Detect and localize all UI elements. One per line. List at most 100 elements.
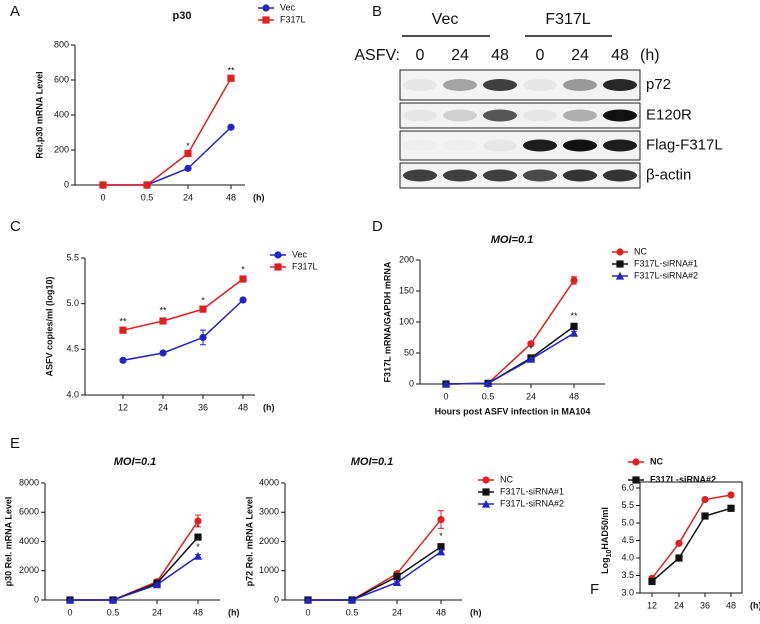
legend-label: Vec [292,249,308,259]
significance: * [241,265,245,275]
x-tick-label: 24 [674,600,684,610]
marker [441,379,451,388]
marker [227,123,235,131]
marker [65,595,75,604]
band [563,109,597,122]
y-tick-label: 4.5 [621,535,634,545]
band [563,79,597,91]
marker [199,305,207,313]
marker [437,543,445,551]
band [443,140,477,152]
marker [274,251,282,259]
series-line [70,555,199,601]
marker [570,276,578,285]
x-tick-label: 48 [569,391,579,401]
marker [569,329,579,337]
band [403,109,437,122]
band [403,140,437,152]
chart-title: p30 [173,10,192,22]
marker [303,595,313,604]
marker [632,476,640,484]
y-tick-label: 150 [399,285,414,295]
band [443,109,477,122]
x-unit: (h) [228,607,240,617]
series-line [308,551,442,601]
marker [119,326,127,334]
panel-letter: B [372,3,382,20]
marker [632,458,640,466]
band [443,169,477,182]
blot-row [399,162,641,189]
marker [143,181,151,189]
significance: * [439,531,443,541]
lane-label: 0 [416,47,425,64]
legend-label: NC [500,474,513,484]
y-tick-label: 2000 [259,536,279,546]
x-tick-label: 0.5 [346,607,359,617]
y-tick-label: 4.5 [66,344,79,354]
y-axis-label: p72 Rel. mRNA Level [244,497,254,587]
significance: ** [227,66,235,76]
lane-label: 48 [611,47,629,64]
marker [239,296,247,304]
y-tick-label: 600 [54,74,69,84]
panel-letter: C [10,218,21,235]
x-tick-label: 0 [443,391,448,401]
series-line [651,507,732,583]
x-axis-label: Hours post ASFV infection in MA104 [435,406,591,416]
band [523,109,557,122]
band [483,109,517,122]
significance: * [186,141,190,151]
marker [119,356,127,364]
x-tick-label: 48 [726,600,736,610]
y-tick-label: 2000 [19,565,39,575]
band-label: Flag-F317L [646,136,723,153]
x-tick-label: 48 [226,192,236,202]
series-line [103,77,232,186]
x-unit: (h) [470,607,482,617]
marker [194,533,202,541]
marker [616,248,624,256]
legend-label: F317L [280,14,306,24]
band [563,139,597,152]
y-tick-label: 3000 [259,507,279,517]
marker [227,74,235,82]
y-tick-label: 200 [399,254,414,264]
legend-label: F317L-siRNA#1 [634,258,698,268]
marker [159,317,167,325]
marker [347,595,357,604]
panel-letter: E [10,435,20,452]
x-tick-label: 48 [238,402,248,412]
legend-label: F317L-siRNA#2 [500,498,564,508]
marker [727,491,735,499]
band [483,79,517,91]
x-tick-label: 0 [305,607,310,617]
marker [526,355,536,363]
band-label: β-actin [646,166,691,183]
y-tick-label: 4000 [19,536,39,546]
marker [701,495,709,504]
series-line [70,520,199,601]
marker [675,539,683,547]
marker [274,263,282,271]
marker [570,322,578,330]
x-tick-label: 48 [193,607,203,617]
y-tick-label: 4000 [259,477,279,487]
marker [481,499,491,508]
band [403,79,437,91]
y-tick-label: 0 [274,594,279,604]
legend-label: NC [634,246,647,256]
chart-title: MOI=0.1 [491,234,534,246]
y-tick-label: 4.0 [621,552,634,562]
x-tick-label: 0.5 [141,192,154,202]
panel-letter: F [590,581,599,598]
x-tick-label: 12 [647,600,657,610]
y-label-part: Log [600,557,610,574]
y-label-part: HAD50/ml [600,507,610,550]
x-tick-label: 0.5 [107,607,120,617]
legend-label: NC [650,456,663,466]
y-tick-label: 50 [404,347,414,357]
legend-label: F317L-siRNA#2 [650,474,716,484]
panel-letter: D [372,218,383,235]
